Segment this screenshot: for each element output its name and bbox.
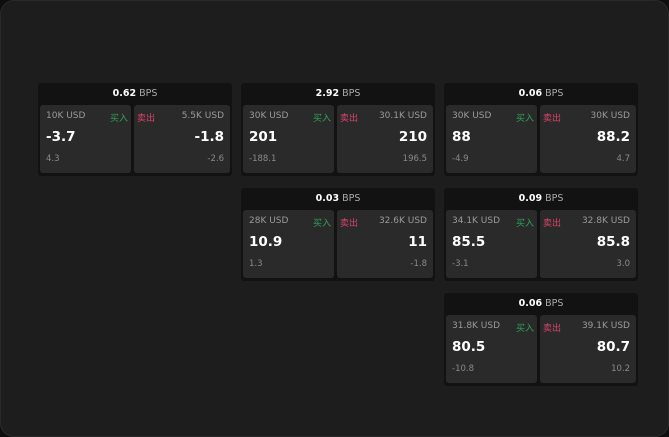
quote-panel: 0.09 BPS 34.1K USD 买入 85.5 -3.1 卖出 32.8K …	[444, 188, 638, 281]
sell-price: 85.8	[596, 234, 630, 250]
buy-label: 买入	[515, 324, 534, 334]
buy-price: 85.5	[452, 234, 486, 250]
sell-size: 30K USD	[590, 111, 630, 121]
spread-unit: BPS	[342, 88, 361, 99]
sell-price: 88.2	[596, 129, 630, 145]
spread-header: 0.03 BPS	[241, 188, 435, 209]
quote-panel: 0.03 BPS 28K USD 买入 10.9 1.3 卖出 32.6K USD…	[241, 188, 435, 281]
sell-quote-button[interactable]: 卖出 32.8K USD 85.8 3.0	[540, 210, 636, 278]
sell-change: 196.5	[402, 154, 427, 164]
spread-value: 0.09	[518, 193, 543, 204]
buy-label: 买入	[515, 219, 534, 229]
sell-price: 80.7	[596, 339, 630, 355]
quote-panel: 0.62 BPS 10K USD 买入 -3.7 4.3 卖出 5.5K USD …	[38, 83, 232, 176]
sell-label: 卖出	[543, 219, 562, 229]
spread-value: 0.06	[518, 298, 543, 309]
sell-change: 10.2	[611, 364, 630, 374]
buy-change: -4.9	[452, 154, 469, 164]
sell-quote-button[interactable]: 卖出 32.6K USD 11 -1.8	[337, 210, 433, 278]
spread-unit: BPS	[545, 193, 564, 204]
spread-value: 0.62	[112, 88, 137, 99]
sell-change: 4.7	[616, 154, 630, 164]
spread-value: 2.92	[315, 88, 340, 99]
spread-unit: BPS	[545, 88, 564, 99]
sell-quote-button[interactable]: 卖出 30K USD 88.2 4.7	[540, 105, 636, 173]
sell-quote-button[interactable]: 卖出 30.1K USD 210 196.5	[337, 105, 433, 173]
buy-change: -10.8	[452, 364, 474, 374]
buy-quote-button[interactable]: 34.1K USD 买入 85.5 -3.1	[446, 210, 537, 278]
sell-change: 3.0	[616, 259, 630, 269]
buy-price: -3.7	[46, 129, 76, 145]
buy-size: 30K USD	[452, 111, 492, 121]
quote-panel: 0.06 BPS 31.8K USD 买入 80.5 -10.8 卖出 39.1K…	[444, 293, 638, 386]
buy-quote-button[interactable]: 30K USD 买入 88 -4.9	[446, 105, 537, 173]
sell-price: 210	[398, 129, 427, 145]
spread-header: 0.06 BPS	[444, 293, 638, 314]
quote-panel: 0.06 BPS 30K USD 买入 88 -4.9 卖出 30K USD 88…	[444, 83, 638, 176]
buy-price: 80.5	[452, 339, 486, 355]
buy-price: 201	[249, 129, 278, 145]
buy-quote-button[interactable]: 28K USD 买入 10.9 1.3	[243, 210, 334, 278]
spread-header: 0.06 BPS	[444, 83, 638, 104]
buy-quote-button[interactable]: 30K USD 买入 201 -188.1	[243, 105, 334, 173]
sell-price: -1.8	[194, 129, 224, 145]
spread-unit: BPS	[342, 193, 361, 204]
buy-price: 10.9	[249, 234, 283, 250]
sell-label: 卖出	[340, 219, 359, 229]
sell-size: 32.6K USD	[378, 216, 427, 226]
spread-header: 2.92 BPS	[241, 83, 435, 104]
sell-size: 32.8K USD	[581, 216, 630, 226]
spread-header: 0.09 BPS	[444, 188, 638, 209]
sell-label: 卖出	[137, 114, 156, 124]
sell-quote-button[interactable]: 卖出 39.1K USD 80.7 10.2	[540, 315, 636, 383]
buy-label: 买入	[515, 114, 534, 124]
sell-label: 卖出	[340, 114, 359, 124]
sell-quote-button[interactable]: 卖出 5.5K USD -1.8 -2.6	[134, 105, 230, 173]
buy-size: 30K USD	[249, 111, 289, 121]
buy-label: 买入	[312, 219, 331, 229]
spread-header: 0.62 BPS	[38, 83, 232, 104]
spread-unit: BPS	[545, 298, 564, 309]
sell-label: 卖出	[543, 324, 562, 334]
buy-size: 34.1K USD	[452, 216, 501, 226]
buy-quote-button[interactable]: 10K USD 买入 -3.7 4.3	[40, 105, 131, 173]
sell-size: 39.1K USD	[581, 321, 630, 331]
buy-label: 买入	[312, 114, 331, 124]
spread-unit: BPS	[139, 88, 158, 99]
spread-value: 0.06	[518, 88, 543, 99]
buy-size: 31.8K USD	[452, 321, 501, 331]
buy-change: -3.1	[452, 259, 469, 269]
buy-size: 10K USD	[46, 111, 86, 121]
buy-change: -188.1	[249, 154, 277, 164]
buy-label: 买入	[109, 114, 128, 124]
sell-change: -2.6	[207, 154, 224, 164]
sell-price: 11	[408, 234, 427, 250]
buy-quote-button[interactable]: 31.8K USD 买入 80.5 -10.8	[446, 315, 537, 383]
sell-change: -1.8	[410, 259, 427, 269]
sell-size: 5.5K USD	[181, 111, 224, 121]
buy-size: 28K USD	[249, 216, 289, 226]
sell-label: 卖出	[543, 114, 562, 124]
quote-panel: 2.92 BPS 30K USD 买入 201 -188.1 卖出 30.1K U…	[241, 83, 435, 176]
sell-size: 30.1K USD	[378, 111, 427, 121]
spread-value: 0.03	[315, 193, 340, 204]
buy-price: 88	[452, 129, 471, 145]
buy-change: 1.3	[249, 259, 263, 269]
buy-change: 4.3	[46, 154, 60, 164]
